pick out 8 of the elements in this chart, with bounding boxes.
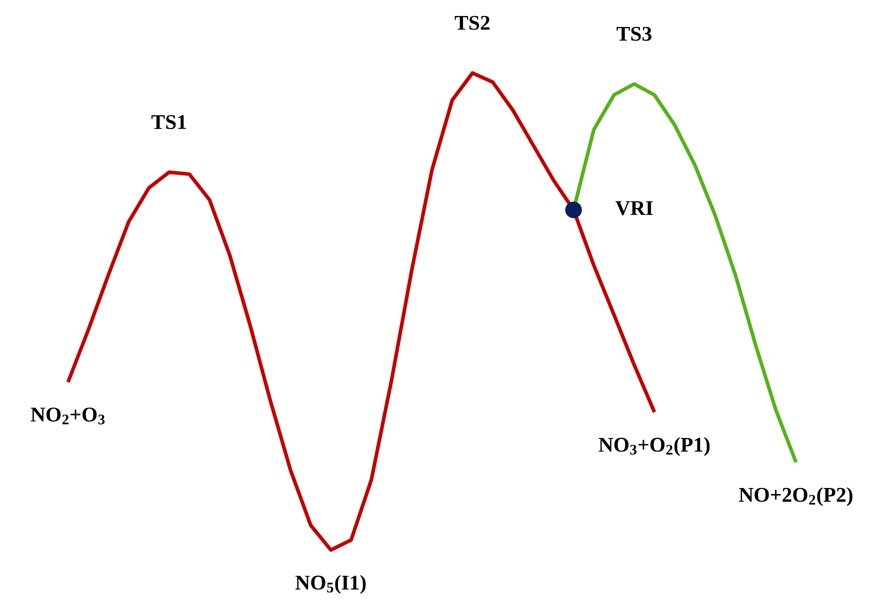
annotation: NO$_{2}$+O$_{3}$ xyxy=(30,408,105,424)
annotation: TS3 xyxy=(616,26,652,41)
annotation: NO$_{5}$(I1) xyxy=(295,575,366,594)
annotation: NO+2O$_{2}$(P2) xyxy=(739,487,852,506)
annotation: TS2 xyxy=(454,16,490,30)
annotation: NO$_{3}$+O$_{2}$(P1) xyxy=(598,437,710,456)
annotation: TS1 xyxy=(151,115,186,130)
annotation: VRI xyxy=(615,201,653,216)
